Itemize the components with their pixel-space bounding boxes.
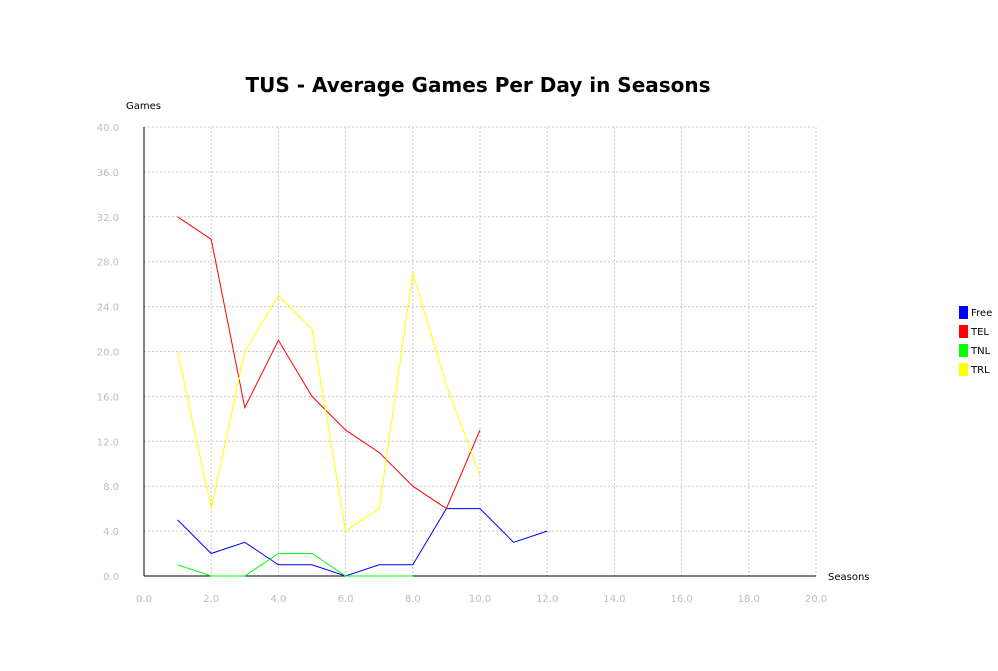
series-line-trl — [177, 272, 481, 532]
x-tick-label: 6.0 — [338, 594, 354, 605]
legend-label-free: Free — [971, 308, 992, 319]
legend-swatch-tnl — [959, 344, 968, 357]
axes — [143, 127, 816, 577]
y-tick-label: 40.0 — [97, 123, 119, 134]
x-tick-label: 2.0 — [203, 594, 219, 605]
series-lines — [177, 216, 548, 577]
y-tick-label: 8.0 — [103, 482, 119, 493]
y-tick-label: 36.0 — [97, 168, 119, 179]
series-line-tnl — [177, 553, 413, 577]
y-tick-label: 32.0 — [97, 213, 119, 224]
x-tick-label: 18.0 — [738, 594, 760, 605]
series-line-free — [177, 508, 548, 577]
x-tick-label: 8.0 — [405, 594, 421, 605]
legend-label-tel: TEL — [970, 327, 989, 338]
y-tick-label: 0.0 — [103, 572, 119, 583]
grid — [144, 126, 817, 576]
legend-swatch-trl — [959, 363, 968, 376]
legend-label-tnl: TNL — [970, 346, 991, 357]
y-tick-label: 4.0 — [103, 527, 119, 538]
x-tick-label: 10.0 — [469, 594, 491, 605]
x-tick-label: 0.0 — [136, 594, 152, 605]
x-axis-label: Seasons — [828, 572, 870, 583]
legend-swatch-free — [959, 306, 968, 319]
y-tick-label: 24.0 — [97, 303, 119, 314]
x-tick-label: 14.0 — [603, 594, 625, 605]
chart-title: TUS - Average Games Per Day in Seasons — [245, 73, 710, 97]
legend-label-trl: TRL — [970, 365, 990, 376]
x-tick-label: 4.0 — [270, 594, 286, 605]
legend-swatch-tel — [959, 325, 968, 338]
x-tick-label: 16.0 — [670, 594, 692, 605]
legend: Free TEL TNL TRL — [959, 306, 992, 376]
y-tick-label: 20.0 — [97, 348, 119, 359]
series-line-tel — [177, 216, 481, 510]
y-tick-label: 16.0 — [97, 392, 119, 403]
x-tick-label: 20.0 — [805, 594, 827, 605]
y-axis-label: Games — [126, 101, 161, 112]
x-tick-label: 12.0 — [536, 594, 558, 605]
tick-labels: 0.0 2.0 4.0 6.0 8.0 10.0 12.0 14.0 16.0 18.0 20.0 0… — [97, 123, 827, 605]
y-tick-label: 12.0 — [97, 437, 119, 448]
y-tick-label: 28.0 — [97, 258, 119, 269]
